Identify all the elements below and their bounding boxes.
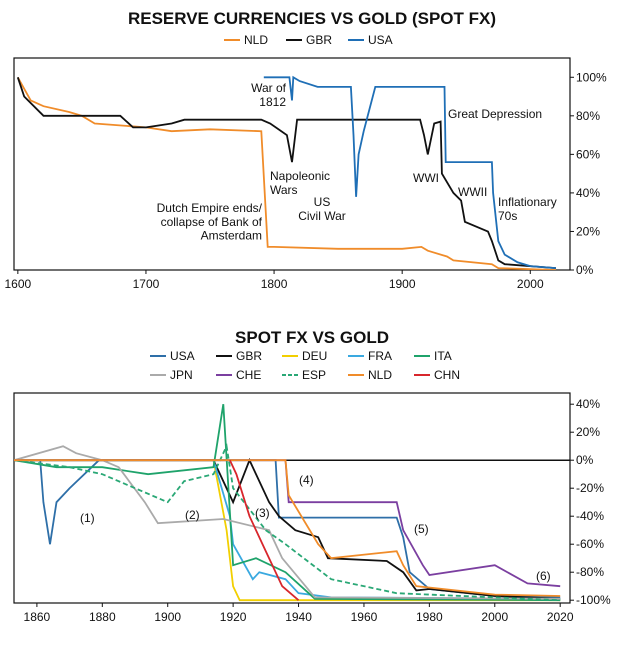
y-tick-label: -80% (576, 565, 604, 579)
x-tick-label: 2000 (517, 277, 544, 291)
legend-label: NLD (368, 368, 392, 382)
y-tick-label: -20% (576, 481, 604, 495)
annotation: (4) (299, 473, 314, 487)
y-tick-label: -100% (576, 593, 611, 607)
annotation: (2) (185, 508, 200, 522)
y-tick-label: 80% (576, 109, 600, 123)
x-tick-label: 2000 (481, 610, 508, 624)
series-line (14, 457, 561, 600)
x-tick-label: 1800 (261, 277, 288, 291)
y-tick-label: -60% (576, 537, 604, 551)
legend-label: ITA (434, 349, 452, 363)
series-line (17, 76, 556, 270)
legend-label: JPN (170, 368, 193, 382)
x-tick-label: 2020 (547, 610, 574, 624)
annotation: US Civil War (298, 195, 346, 223)
annotation: WWII (458, 185, 487, 199)
annotation: Napoleonic Wars (270, 169, 330, 197)
series-line (16, 77, 556, 269)
plot-frame (13, 392, 571, 604)
y-tick-label: 40% (576, 186, 600, 200)
x-tick-label: 1600 (4, 277, 31, 291)
y-tick-label: 0% (576, 263, 594, 277)
series-line (14, 443, 561, 602)
x-tick-label: 1900 (389, 277, 416, 291)
annotation: (1) (80, 511, 95, 525)
y-tick-label: 20% (576, 425, 600, 439)
annotation: WWI (413, 171, 439, 185)
series-line (14, 445, 561, 600)
legend-label: FRA (368, 349, 392, 363)
annotation: Inflationary 70s (498, 195, 557, 223)
y-tick-label: 100% (576, 70, 607, 84)
series-line (263, 75, 556, 269)
annotation: (6) (536, 569, 551, 583)
x-tick-label: 1980 (416, 610, 443, 624)
annotation: Dutch Empire ends/collapse of Bank of Ams… (157, 201, 263, 243)
x-tick-label: 1960 (351, 610, 378, 624)
legend-label: CHE (236, 368, 261, 382)
y-tick-label: 60% (576, 147, 600, 161)
x-tick-label: 1940 (285, 610, 312, 624)
y-tick-label: 0% (576, 453, 594, 467)
legend-label: NLD (244, 33, 268, 47)
x-tick-label: 1860 (24, 610, 51, 624)
x-tick-label: 1900 (154, 610, 181, 624)
legend-label: GBR (236, 349, 262, 363)
x-tick-label: 1880 (89, 610, 116, 624)
annotation: (5) (414, 522, 429, 536)
plot-frame (13, 57, 571, 271)
y-tick-label: 20% (576, 224, 600, 238)
annotation: War of 1812 (251, 81, 287, 109)
series-line (14, 459, 561, 597)
series-line (14, 404, 561, 602)
x-tick-label: 1700 (133, 277, 160, 291)
annotation: Great Depression (448, 107, 542, 121)
legend-label: ESP (302, 368, 326, 382)
legend-label: CHN (434, 368, 460, 382)
legend-label: USA (368, 33, 393, 47)
legend-label: USA (170, 349, 195, 363)
annotation: (3) (255, 506, 270, 520)
series-line (14, 459, 561, 600)
legend-label: GBR (306, 33, 332, 47)
chart-title: RESERVE CURRENCIES VS GOLD (SPOT FX) (128, 9, 496, 28)
legend-label: DEU (302, 349, 327, 363)
series-line (229, 459, 300, 601)
y-tick-label: -40% (576, 509, 604, 523)
y-tick-label: 40% (576, 397, 600, 411)
x-tick-label: 1920 (220, 610, 247, 624)
chart-title: SPOT FX VS GOLD (235, 328, 389, 347)
